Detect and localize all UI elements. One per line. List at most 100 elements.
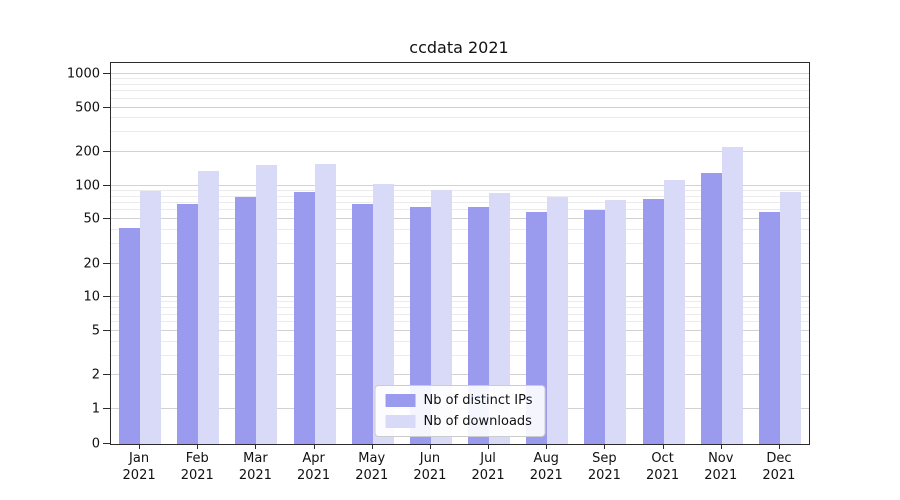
bar-distinct-ips-nov bbox=[700, 172, 722, 444]
gridline-minor bbox=[111, 131, 809, 133]
bar-distinct-ips-sep bbox=[584, 210, 606, 444]
chart-title: ccdata 2021 bbox=[409, 38, 509, 57]
y-tick-label: 20 bbox=[83, 256, 100, 272]
bar-downloads-apr bbox=[314, 163, 336, 444]
bar-distinct-ips-jan bbox=[119, 227, 141, 444]
gridline-minor bbox=[111, 97, 809, 99]
y-axis-ticks bbox=[103, 62, 110, 445]
gridline-major bbox=[111, 218, 809, 220]
gridline-minor bbox=[111, 195, 809, 197]
bar-downloads-sep bbox=[605, 199, 627, 444]
bar-downloads-jun bbox=[430, 189, 452, 444]
bar-downloads-dec bbox=[779, 191, 801, 444]
gridline-major bbox=[111, 106, 809, 108]
bar-distinct-ips-mar bbox=[235, 196, 257, 444]
y-tick-mark bbox=[103, 73, 110, 75]
x-tick-label-may: May 2021 bbox=[355, 451, 389, 483]
gridline-major bbox=[111, 374, 809, 376]
gridline-minor bbox=[111, 189, 809, 191]
gridline-major bbox=[111, 184, 809, 186]
y-tick-mark bbox=[103, 184, 110, 186]
bar-distinct-ips-oct bbox=[642, 199, 664, 444]
x-tick-label-nov: Nov 2021 bbox=[704, 451, 738, 483]
gridline-minor bbox=[111, 354, 809, 356]
x-tick-label-jul: Jul 2021 bbox=[471, 451, 505, 483]
y-tick-label: 1 bbox=[91, 401, 100, 417]
y-tick-mark bbox=[103, 262, 110, 264]
gridline-minor bbox=[111, 229, 809, 231]
gridline-minor bbox=[111, 117, 809, 119]
x-tick-label-oct: Oct 2021 bbox=[646, 451, 680, 483]
x-tick-label-jan: Jan 2021 bbox=[122, 451, 156, 483]
legend-swatch-downloads bbox=[385, 415, 416, 428]
y-tick-label: 2 bbox=[91, 367, 100, 383]
y-tick-mark bbox=[103, 443, 110, 444]
x-tick-label-sep: Sep 2021 bbox=[587, 451, 621, 483]
x-tick-mark bbox=[662, 444, 664, 449]
legend-swatch-distinct-ips bbox=[385, 394, 416, 407]
bar-distinct-ips-feb bbox=[177, 204, 199, 444]
x-tick-mark bbox=[139, 444, 141, 449]
bar-distinct-ips-jul bbox=[468, 207, 490, 444]
bar-downloads-jul bbox=[489, 193, 511, 444]
y-tick-mark bbox=[103, 296, 110, 298]
x-axis-ticks bbox=[110, 444, 808, 449]
legend-label-downloads: Nb of downloads bbox=[423, 414, 532, 429]
bar-downloads-oct bbox=[663, 180, 685, 444]
y-tick-label: 100 bbox=[75, 178, 100, 194]
y-tick-mark bbox=[103, 106, 110, 108]
y-tick-mark bbox=[103, 218, 110, 220]
x-tick-label-mar: Mar 2021 bbox=[238, 451, 272, 483]
gridline-major bbox=[111, 329, 809, 331]
gridline-major bbox=[111, 151, 809, 153]
y-tick-mark bbox=[103, 151, 110, 153]
gridline-major bbox=[111, 262, 809, 264]
y-tick-label: 200 bbox=[75, 144, 100, 160]
gridline-minor bbox=[111, 307, 809, 309]
bar-downloads-feb bbox=[198, 171, 220, 444]
gridline-minor bbox=[111, 83, 809, 85]
x-tick-label-feb: Feb 2021 bbox=[180, 451, 214, 483]
x-tick-mark bbox=[255, 444, 257, 449]
y-tick-label: 50 bbox=[83, 211, 100, 227]
y-axis-labels: 0 1 2 5 10 20 50 100 200 500 1000 bbox=[0, 62, 100, 451]
plot-area: Nb of distinct IPs Nb of downloads bbox=[110, 62, 810, 445]
gridline-minor bbox=[111, 78, 809, 80]
gridline-major bbox=[111, 296, 809, 298]
x-tick-mark bbox=[429, 444, 431, 449]
legend-entry-distinct-ips: Nb of distinct IPs bbox=[385, 393, 533, 408]
gridline-minor bbox=[111, 340, 809, 342]
x-tick-mark bbox=[604, 444, 606, 449]
y-tick-label: 1000 bbox=[66, 66, 100, 82]
x-tick-label-aug: Aug 2021 bbox=[529, 451, 563, 483]
y-tick-mark bbox=[103, 329, 110, 331]
y-tick-mark bbox=[103, 407, 110, 409]
gridline-minor bbox=[111, 90, 809, 92]
x-tick-label-dec: Dec 2021 bbox=[762, 451, 796, 483]
gridline-minor bbox=[111, 243, 809, 245]
bar-distinct-ips-apr bbox=[293, 192, 315, 444]
bar-distinct-ips-jun bbox=[409, 207, 431, 444]
x-tick-mark bbox=[546, 444, 548, 449]
x-tick-mark bbox=[778, 444, 780, 449]
bar-distinct-ips-may bbox=[351, 204, 373, 444]
bar-downloads-nov bbox=[721, 147, 743, 444]
bar-downloads-aug bbox=[547, 197, 569, 444]
gridline-minor bbox=[111, 313, 809, 315]
x-axis-labels: Jan 2021 Feb 2021 Mar 2021 Apr 2021 May 2021 Jun 20… bbox=[110, 451, 808, 491]
x-tick-mark bbox=[197, 444, 199, 449]
bar-distinct-ips-dec bbox=[758, 212, 780, 444]
legend-label-distinct-ips: Nb of distinct IPs bbox=[423, 393, 533, 408]
y-tick-label: 10 bbox=[83, 289, 100, 305]
x-tick-mark bbox=[313, 444, 315, 449]
bar-downloads-jan bbox=[140, 190, 162, 444]
y-tick-mark bbox=[103, 374, 110, 376]
gridline-minor bbox=[111, 201, 809, 203]
y-tick-label: 5 bbox=[91, 323, 100, 339]
legend-entry-downloads: Nb of downloads bbox=[385, 414, 533, 429]
gridline-major bbox=[111, 73, 809, 75]
y-tick-label: 0 bbox=[91, 436, 100, 452]
x-tick-label-apr: Apr 2021 bbox=[297, 451, 331, 483]
gridline-minor bbox=[111, 301, 809, 303]
